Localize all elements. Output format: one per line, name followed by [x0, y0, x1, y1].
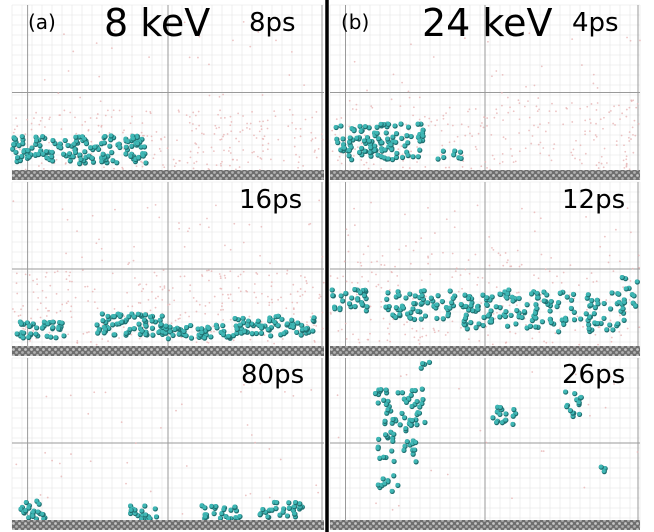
panel-b-frame-3-time: 26ps — [562, 360, 626, 390]
panel-a-frame-1-time: 8ps — [249, 8, 296, 38]
panel-a-frame-3-time: 80ps — [241, 360, 305, 390]
panel-b-frame-1 — [329, 4, 641, 180]
panel-b-frame-2-time: 12ps — [562, 185, 626, 215]
panel-b-frame-2 — [329, 181, 641, 356]
panel-a-frame-2-time: 16ps — [239, 185, 303, 215]
panel-b-energy: 24 keV — [422, 1, 553, 45]
panel-a-letter: (a) — [28, 10, 56, 34]
panel-a-frame-3 — [11, 357, 324, 530]
panel-b-letter: (b) — [341, 10, 370, 34]
panel-a-frame-2 — [11, 181, 325, 356]
panel-a-frame-1 — [10, 4, 324, 180]
panel-a-energy: 8 keV — [104, 1, 211, 45]
panel-b-frame-1-time: 4ps — [572, 8, 619, 38]
panel-b-frame-3 — [329, 357, 641, 530]
